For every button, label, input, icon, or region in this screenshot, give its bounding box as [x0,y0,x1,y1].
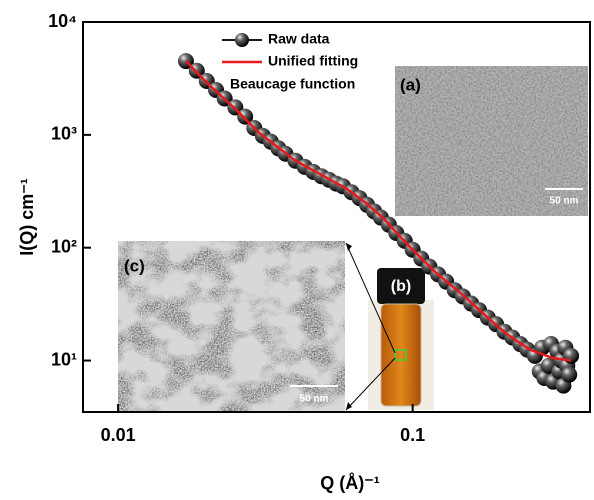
y-tick-label: 10⁴ [48,11,77,31]
inset-c: 50 nm (c) [118,241,345,411]
inset-b: (b) [346,243,434,410]
y-axis-label: I(Q) cm⁻¹ [17,178,37,256]
vial-body [381,304,421,406]
inset-label: (b) [391,278,411,295]
legend-label: Raw data [268,31,330,47]
legend-marker [235,33,249,47]
chart: 50 nm (a) 50 nm (c) (b) Q (Å)⁻¹ I(Q) cm⁻… [0,0,594,500]
data-point [563,348,579,364]
arrow-head [346,243,352,410]
tem-texture [395,66,588,216]
x-tick-label: 0.01 [101,425,136,445]
inset-a: 50 nm (a) [395,66,588,216]
y-tick-label: 10² [51,236,77,256]
legend-label: Unified fitting [268,53,358,69]
data-point [561,367,577,383]
x-axis-label: Q (Å)⁻¹ [320,473,379,493]
scale-bar-label: 50 nm [550,196,579,207]
scale-bar-label: 50 nm [300,394,329,405]
y-tick-label: 10³ [51,124,77,144]
legend-note: Beaucage function [230,76,355,92]
inset-label: (a) [400,75,421,94]
y-tick-label: 10¹ [51,349,77,369]
inset-label: (c) [124,256,145,275]
x-tick-label: 0.1 [400,425,425,445]
